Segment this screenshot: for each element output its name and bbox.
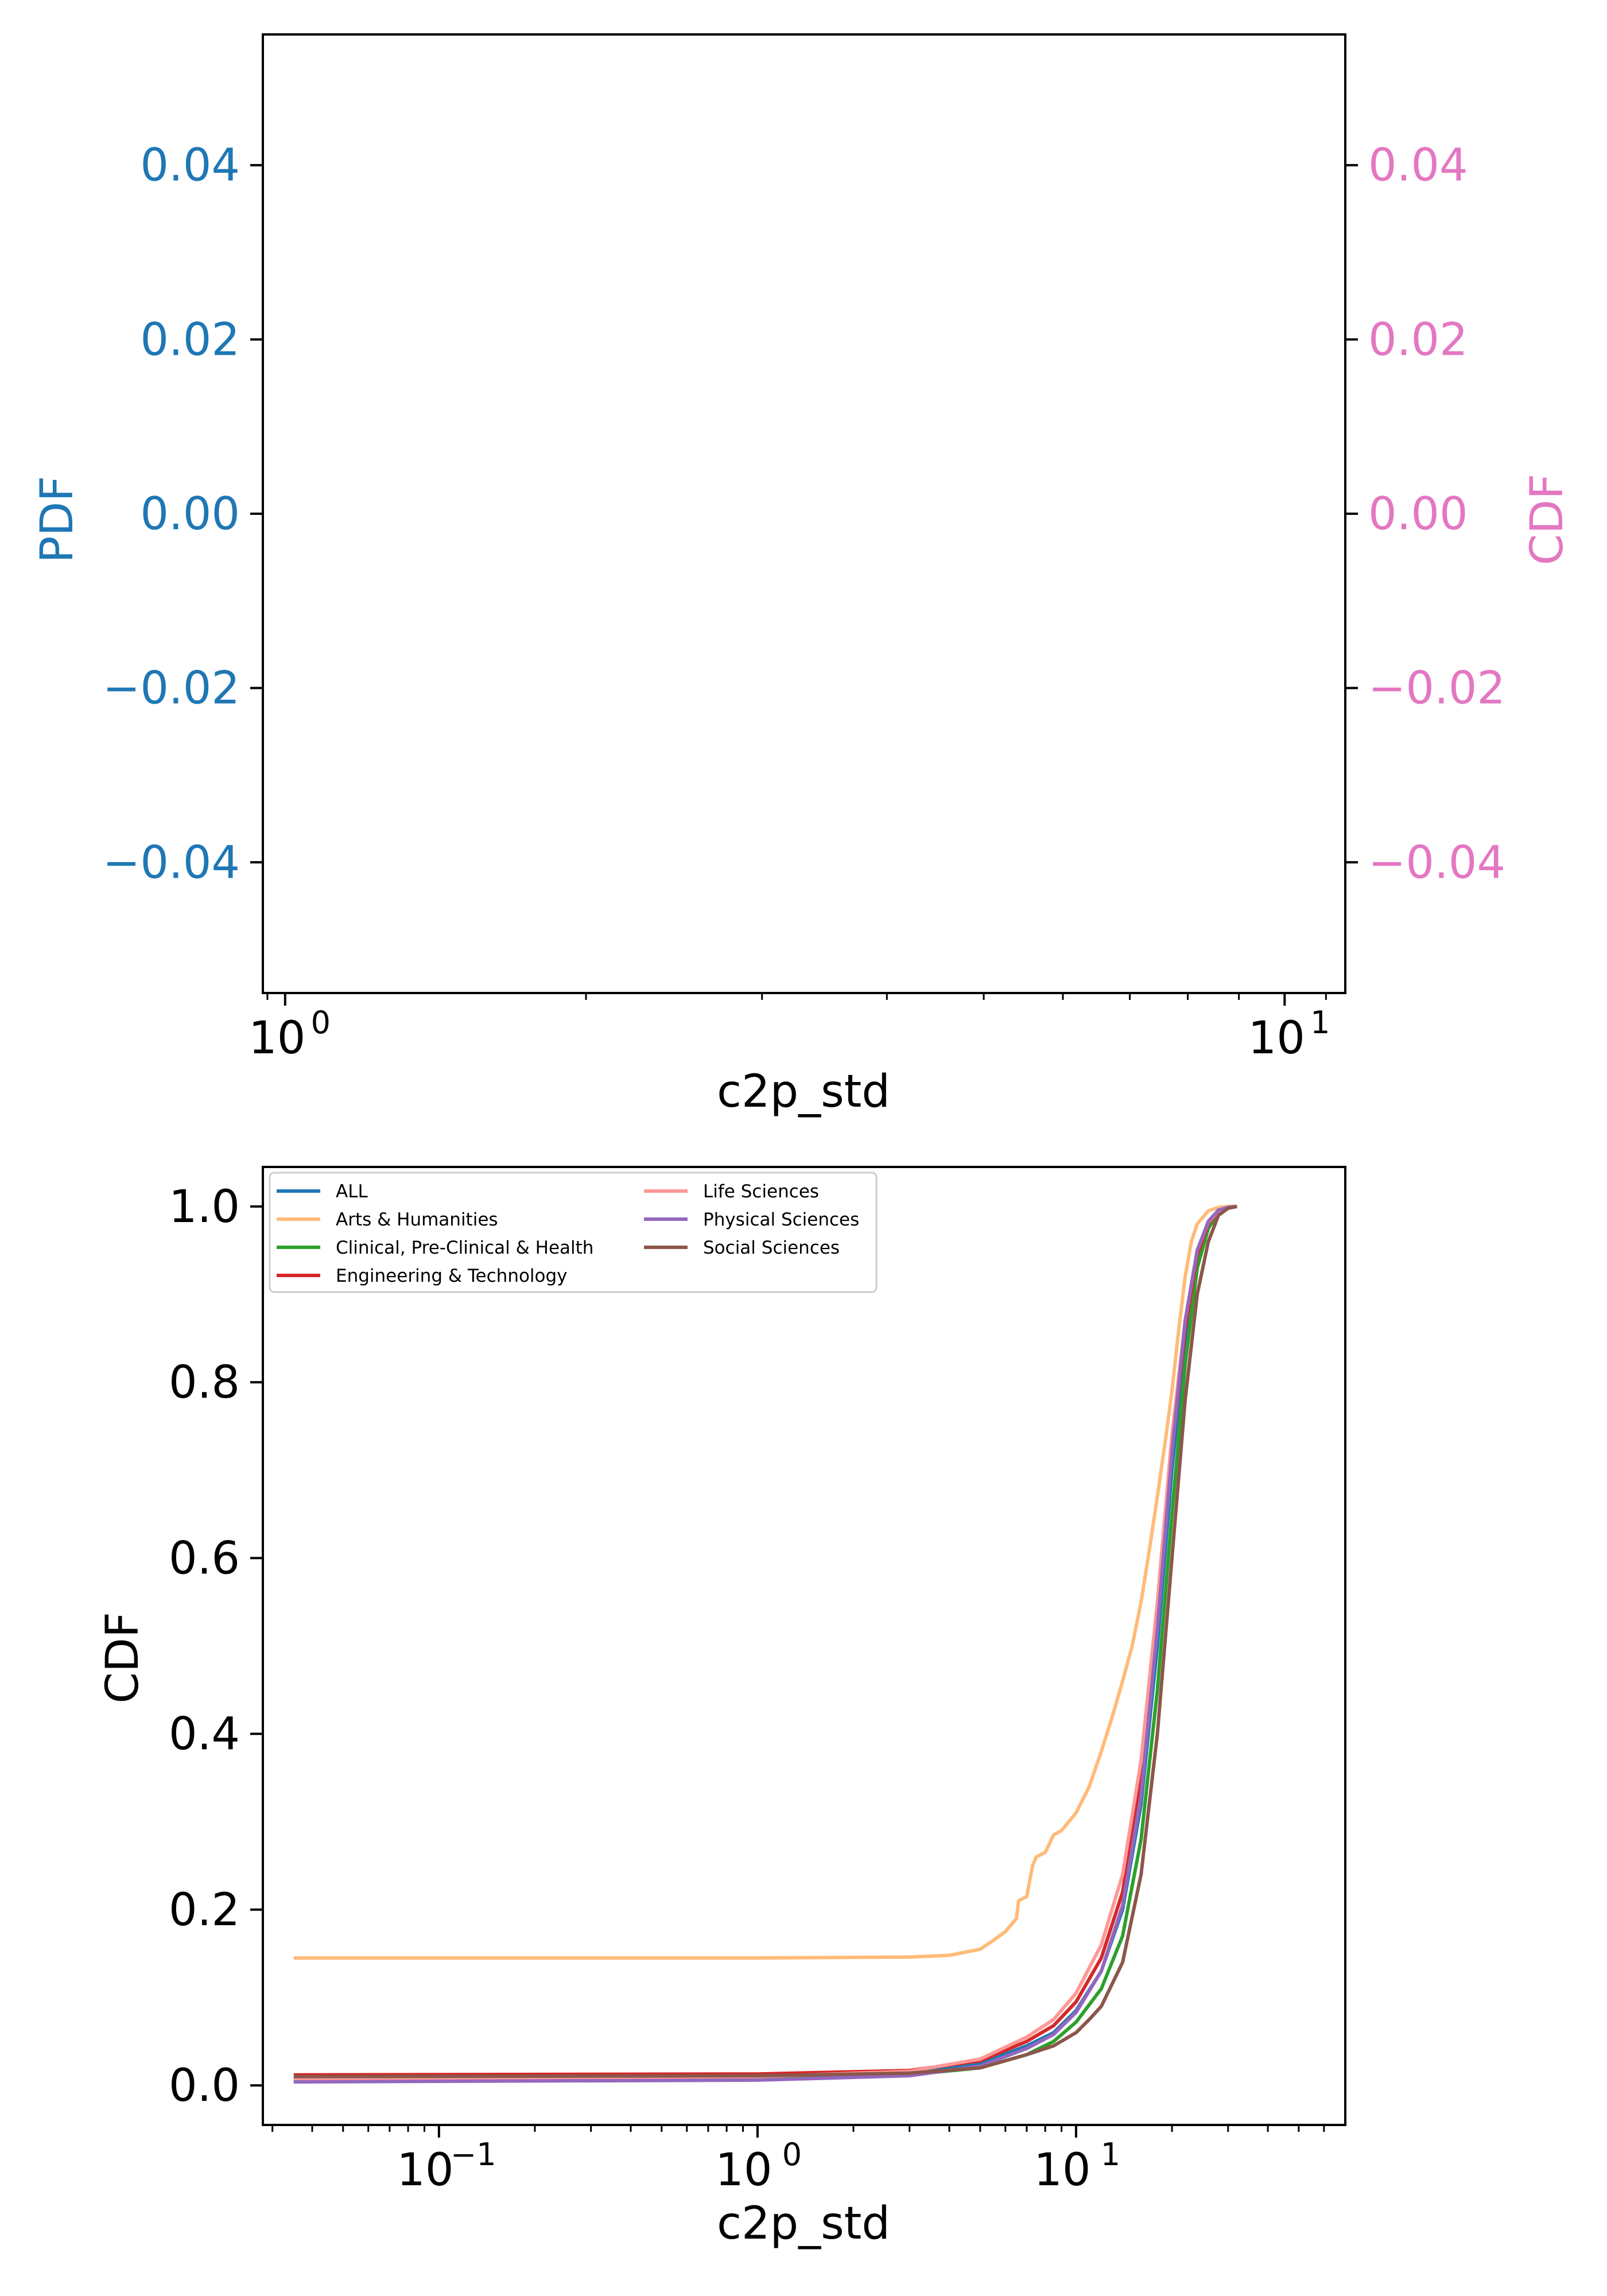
bottom-x-tick-exponent: −1 (451, 2136, 496, 2173)
bottom-x-tick-exponent: 1 (1101, 2136, 1120, 2173)
top-y-right-tick-label: −0.02 (1368, 663, 1505, 715)
bottom-y-tick-label: 0.2 (169, 1884, 240, 1936)
top-y-axis-label-right: CDF (1521, 474, 1573, 565)
legend-label: ALL (336, 1181, 368, 1202)
legend-box (269, 1172, 878, 1293)
cdf-panel: 10−1 10 0 10 1 0.00.20.40.60.81.0 c2p_std CD… (97, 1166, 1346, 2250)
top-y-left-tick-label: −0.04 (103, 837, 240, 889)
bottom-x-tick-exponent: 0 (782, 2136, 802, 2173)
top-y-right-tick-label: 0.04 (1368, 140, 1468, 192)
bottom-y-tick-label: 0.8 (169, 1357, 240, 1409)
legend-label: Social Sciences (703, 1238, 840, 1258)
top-y-left-tick-label: −0.02 (103, 663, 240, 715)
top-x-tick-label: 10 (1248, 1013, 1305, 1064)
top-x-axis-label: c2p_std (717, 1066, 890, 1118)
top-y-left-tick-label: 0.04 (140, 140, 240, 192)
legend-label: Clinical, Pre-Clinical & Health (336, 1238, 593, 1258)
bottom-x-ticks: 10−1 10 0 10 1 (271, 2125, 1325, 2196)
legend-label: Life Sciences (703, 1181, 819, 1202)
bottom-y-ticks: 0.0 0.2 0.4 0.6 0.8 1.0 (169, 1181, 263, 2112)
top-y-right-tick-label: 0.02 (1368, 314, 1468, 366)
bottom-x-tick-label: 10 (715, 2144, 772, 2196)
bottom-x-tick-label: 10 (1034, 2144, 1090, 2196)
legend-label: Arts & Humanities (336, 1209, 498, 1230)
bottom-y-tick-label: 0.6 (169, 1533, 240, 1584)
top-y-axis-label-left: PDF (32, 476, 83, 563)
top-y-right-tick-label: 0.00 (1368, 488, 1468, 540)
bottom-plot-frame (262, 1166, 1346, 2126)
cdf-series-lines (293, 1204, 1237, 2084)
bottom-x-tick-label: 10 (397, 2144, 453, 2196)
bottom-y-tick-label: 0.0 (169, 2060, 240, 2112)
pdf-cdf-panel: 10 0 10 1 0.040.020.00−0.02−0.04 0.040.020.… (32, 33, 1573, 1118)
top-x-ticks: 10 0 10 1 (249, 993, 1330, 1064)
legend-label: Engineering & Technology (336, 1266, 568, 1286)
top-y-ticks-right: 0.04 0.02 0.00 −0.02 −0.04 (1345, 140, 1505, 889)
top-x-tick-label: 10 (249, 1013, 305, 1064)
top-x-tick-exponent: 1 (1310, 1004, 1330, 1041)
legend-label: Physical Sciences (703, 1209, 859, 1230)
legend: ALL Arts & Humanities Clinical, Pre-Clinic… (269, 1172, 878, 1293)
top-y-left-tick-label: 0.02 (140, 314, 240, 366)
series-line-6 (293, 1204, 1237, 2078)
bottom-y-tick-label: 1.0 (169, 1181, 240, 1233)
bottom-x-axis-label: c2p_std (717, 2198, 890, 2250)
series-line-1 (293, 1204, 1237, 1960)
bottom-y-axis-label: CDF (97, 1612, 149, 1703)
top-y-left-tick-label: 0.00 (140, 488, 240, 540)
bottom-y-tick-label: 0.4 (169, 1709, 240, 1760)
top-x-tick-exponent: 0 (311, 1004, 331, 1041)
top-y-ticks-left: 0.04 0.02 0.00 −0.02 −0.04 (103, 140, 263, 889)
top-y-right-tick-label: −0.04 (1368, 837, 1505, 889)
